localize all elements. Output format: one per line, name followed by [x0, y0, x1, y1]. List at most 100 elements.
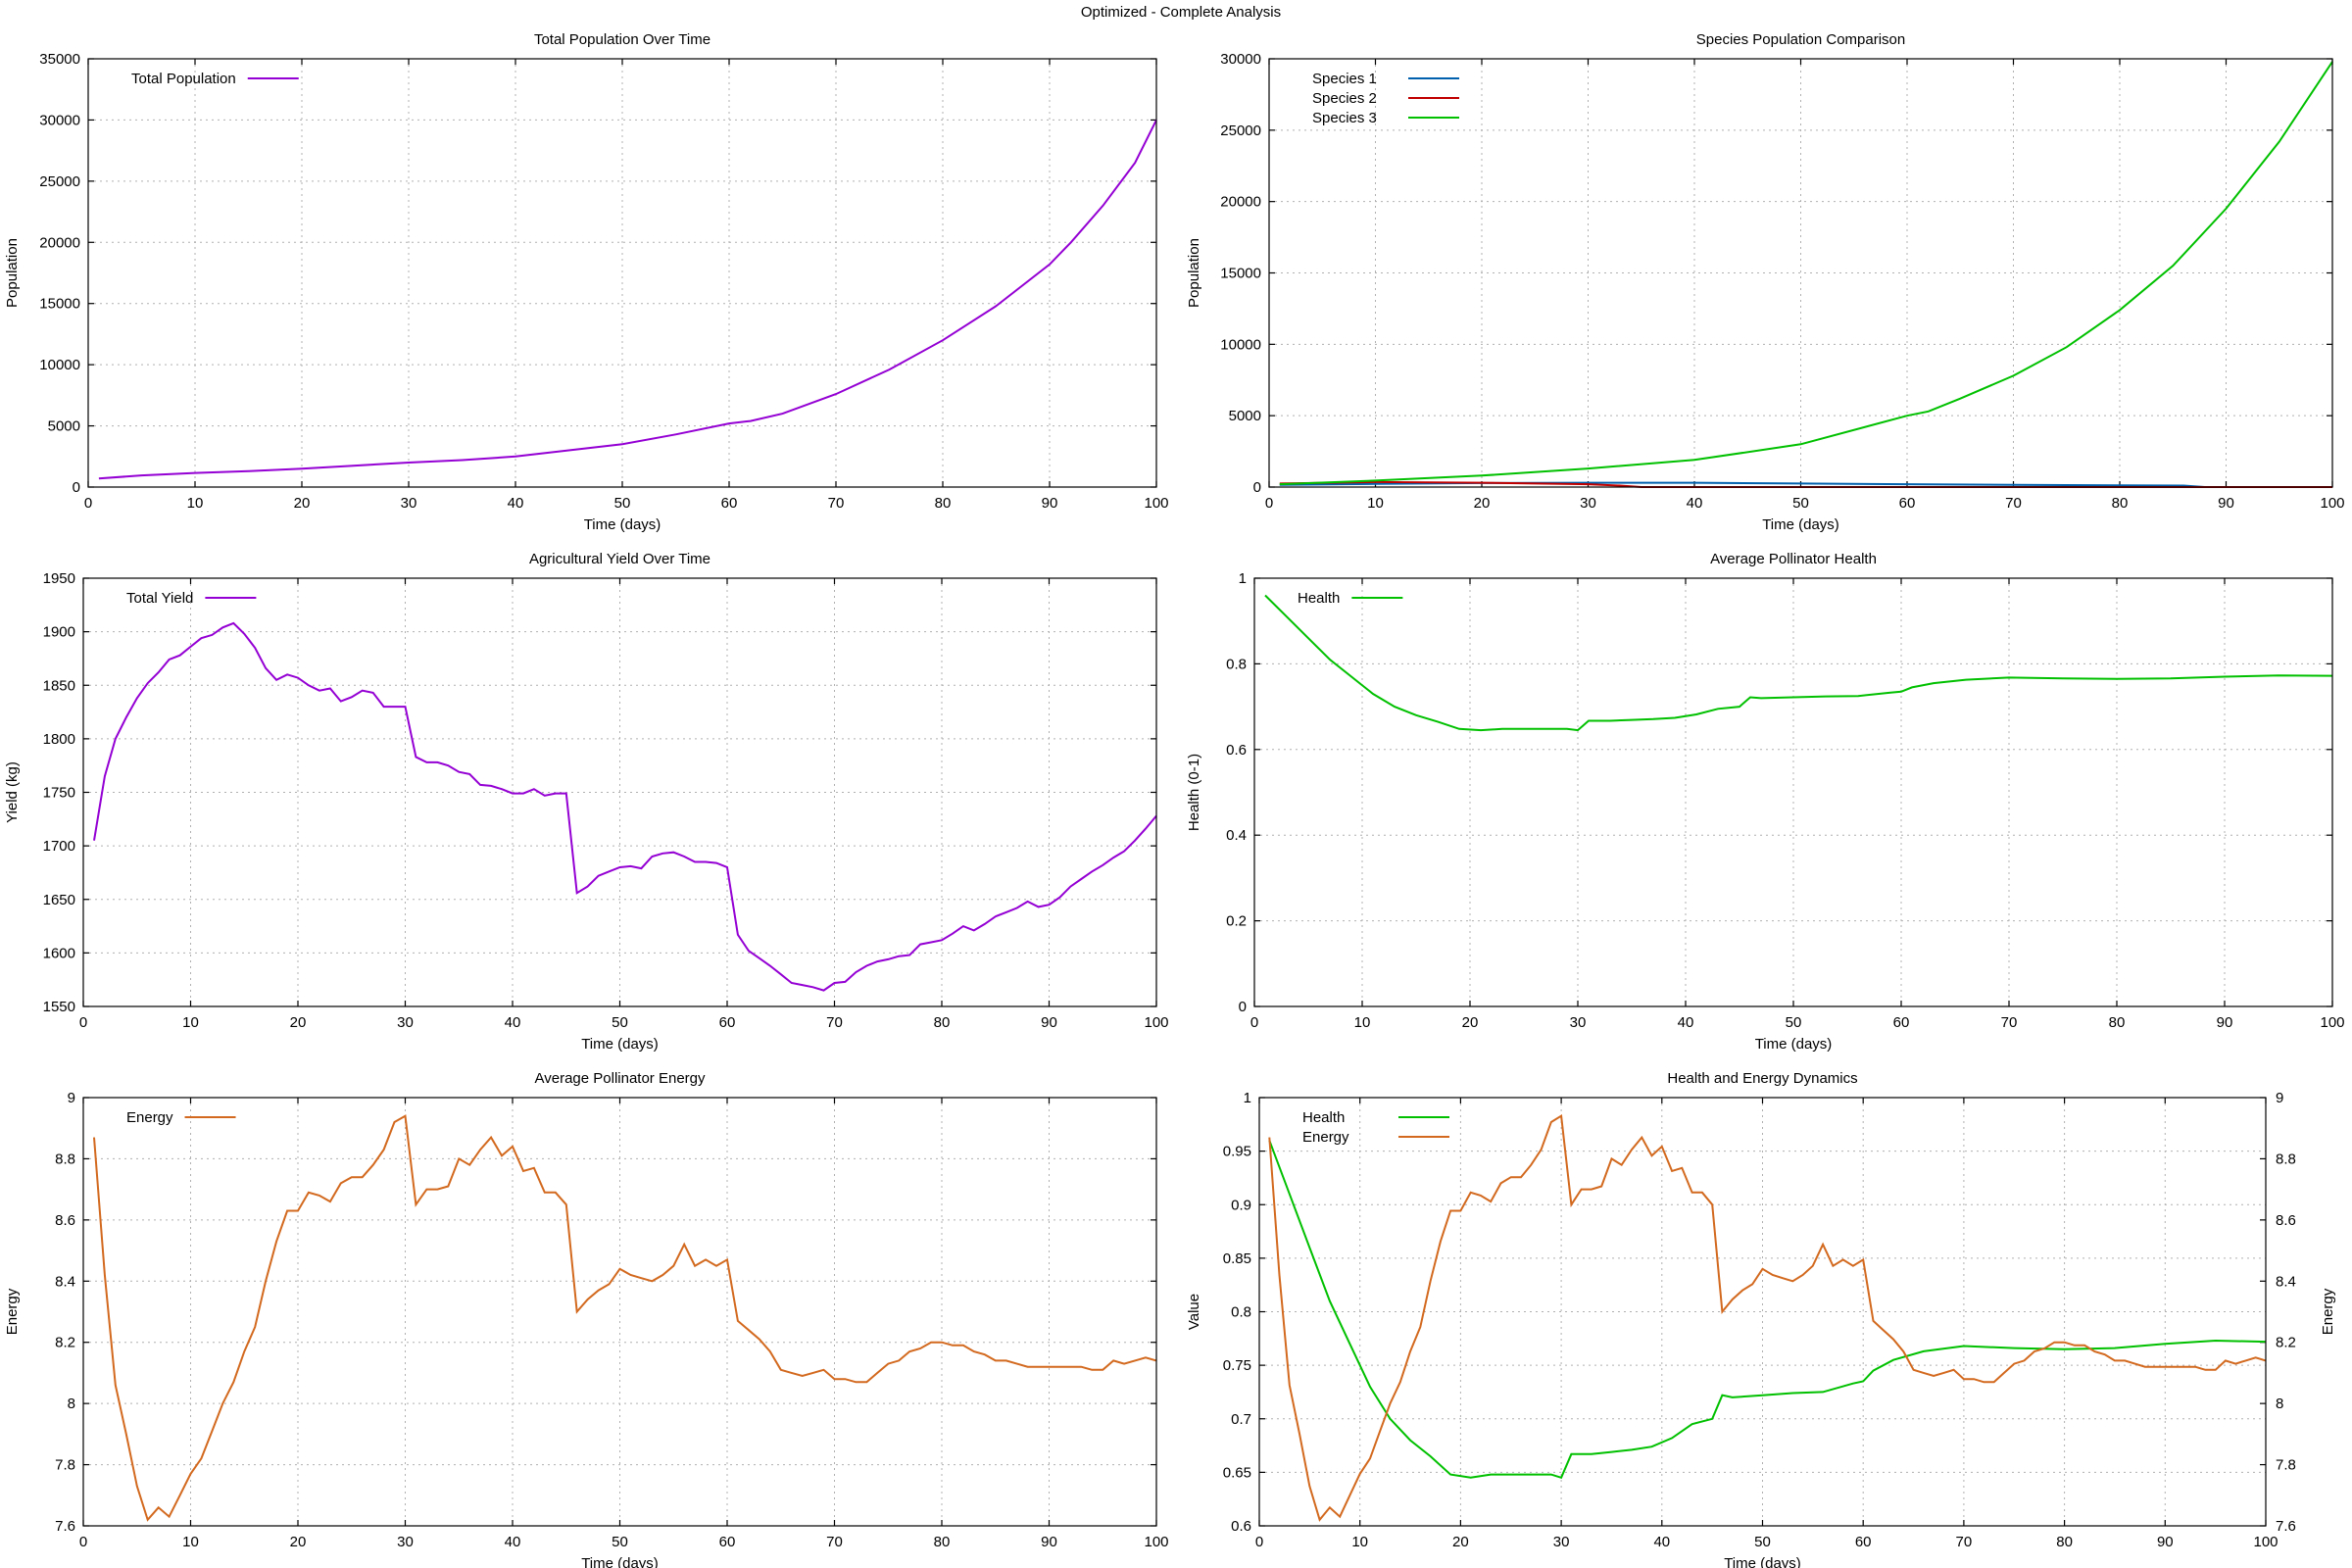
plot-frame	[1268, 58, 2333, 488]
y2-tick-label: 8.6	[2276, 1212, 2296, 1229]
y-tick-label: 30000	[1220, 51, 1261, 68]
x-tick-label: 80	[935, 495, 952, 512]
y-tick-label: 0.95	[1223, 1144, 1251, 1160]
y-tick-label: 0.4	[1226, 827, 1247, 844]
x-tick-label: 80	[934, 1014, 951, 1031]
x-tick-label: 50	[614, 495, 631, 512]
figure-suptitle: Optimized - Complete Analysis	[1081, 4, 1281, 21]
chart-p6: Health and Energy Dynamics 0 10 20 30 40 50 60 7…	[1186, 1070, 2336, 1568]
plot-frame	[1253, 577, 2333, 1007]
legend-label: Total Population	[131, 71, 236, 87]
chart-p5: Average Pollinator Energy 0 10 20 30 40 50 60 70…	[4, 1070, 1169, 1568]
legend-label: Species 1	[1312, 71, 1377, 87]
y-tick-label: 1800	[43, 731, 75, 748]
x-tick-label: 10	[1367, 495, 1384, 512]
chart-p1: Total Population Over Time 0 10 20 30 40 50 60 7…	[4, 31, 1169, 533]
x-tick-label: 100	[1144, 495, 1168, 512]
y-tick-label: 20000	[39, 234, 80, 251]
y2-tick-label: 8.2	[2276, 1335, 2296, 1351]
series-line-energy	[1268, 1114, 2267, 1522]
y-tick-label: 7.8	[55, 1457, 75, 1474]
x-tick-label: 10	[182, 1534, 199, 1550]
chart-title: Average Pollinator Health	[1710, 551, 1877, 567]
x-tick-label: 40	[505, 1534, 521, 1550]
x-tick-label: 0	[1265, 495, 1273, 512]
x-tick-label: 50	[612, 1534, 628, 1550]
x-tick-label: 30	[397, 1014, 414, 1031]
y2-tick-label: 8.4	[2276, 1273, 2296, 1290]
plot-frame	[82, 1097, 1157, 1527]
x-tick-label: 90	[1042, 495, 1058, 512]
y-tick-label: 25000	[1220, 122, 1261, 139]
x-tick-label: 30	[401, 495, 417, 512]
y-tick-label: 0.8	[1226, 656, 1247, 672]
x-tick-label: 40	[505, 1014, 521, 1031]
x-tick-label: 60	[1899, 495, 1916, 512]
x-tick-label: 90	[2217, 1014, 2233, 1031]
x-tick-label: 80	[2109, 1014, 2126, 1031]
x-axis-label: Time (days)	[1755, 1036, 1833, 1053]
x-tick-label: 0	[1255, 1534, 1263, 1550]
y-tick-label: 5000	[1229, 408, 1261, 424]
x-axis-label: Time (days)	[581, 1555, 659, 1568]
y-tick-label: 8.8	[55, 1151, 75, 1167]
y-tick-label: 1700	[43, 838, 75, 855]
y-tick-label: 8	[68, 1396, 75, 1412]
legend-label: Energy	[1302, 1129, 1349, 1146]
y-axis-label: Population	[4, 238, 21, 308]
plot-frame	[87, 58, 1157, 488]
y-tick-label: 7.6	[55, 1518, 75, 1535]
y2-tick-label: 8.8	[2276, 1151, 2296, 1167]
y-tick-label: 1850	[43, 677, 75, 694]
legend-label: Species 2	[1312, 90, 1377, 107]
y-tick-label: 8.4	[55, 1273, 75, 1290]
y-tick-label: 8.6	[55, 1212, 75, 1229]
y-axis-label: Yield (kg)	[4, 761, 21, 823]
y2-tick-label: 9	[2276, 1090, 2283, 1106]
x-tick-label: 100	[2320, 1014, 2344, 1031]
y2-tick-label: 7.6	[2276, 1518, 2296, 1535]
x-tick-label: 40	[1653, 1534, 1670, 1550]
x-tick-label: 90	[2157, 1534, 2174, 1550]
y2-tick-label: 7.8	[2276, 1457, 2296, 1474]
y-tick-label: 1750	[43, 785, 75, 802]
legend-label: Health	[1298, 590, 1340, 607]
y-tick-label: 0.6	[1226, 742, 1247, 759]
series-line-health	[1264, 594, 2333, 732]
chart-p3: Agricultural Yield Over Time 0 10 20 30 40 50 6…	[4, 551, 1169, 1053]
x-tick-label: 90	[1041, 1534, 1057, 1550]
x-tick-label: 20	[1452, 1534, 1469, 1550]
y-tick-label: 25000	[39, 173, 80, 190]
legend-label: Total Yield	[126, 590, 193, 607]
x-tick-label: 70	[2005, 495, 2022, 512]
plot-frame	[1258, 1097, 2267, 1527]
y-tick-label: 0.9	[1231, 1197, 1251, 1213]
x-tick-label: 80	[2056, 1534, 2073, 1550]
x-tick-label: 50	[612, 1014, 628, 1031]
series-line-total-yield	[93, 621, 1157, 992]
x-tick-label: 30	[397, 1534, 414, 1550]
x-tick-label: 60	[719, 1534, 736, 1550]
x-axis-label: Time (days)	[1762, 516, 1839, 533]
y-tick-label: 10000	[39, 357, 80, 373]
x-tick-label: 100	[2320, 495, 2344, 512]
x-tick-label: 0	[79, 1534, 87, 1550]
chart-title: Total Population Over Time	[534, 31, 710, 48]
x-tick-label: 30	[1580, 495, 1596, 512]
x-tick-label: 60	[721, 495, 738, 512]
y2-axis-label: Energy	[2320, 1288, 2336, 1335]
y-tick-label: 1650	[43, 892, 75, 908]
x-tick-label: 90	[2218, 495, 2234, 512]
x-tick-label: 10	[182, 1014, 199, 1031]
legend-label: Energy	[126, 1109, 173, 1126]
x-tick-label: 30	[1570, 1014, 1587, 1031]
x-tick-label: 100	[1144, 1014, 1168, 1031]
x-axis-label: Time (days)	[581, 1036, 659, 1053]
x-tick-label: 80	[934, 1534, 951, 1550]
x-tick-label: 0	[79, 1014, 87, 1031]
x-tick-label: 20	[290, 1014, 307, 1031]
y-tick-label: 5000	[48, 418, 80, 435]
y-tick-label: 1550	[43, 999, 75, 1015]
x-axis-label: Time (days)	[1724, 1555, 1801, 1568]
